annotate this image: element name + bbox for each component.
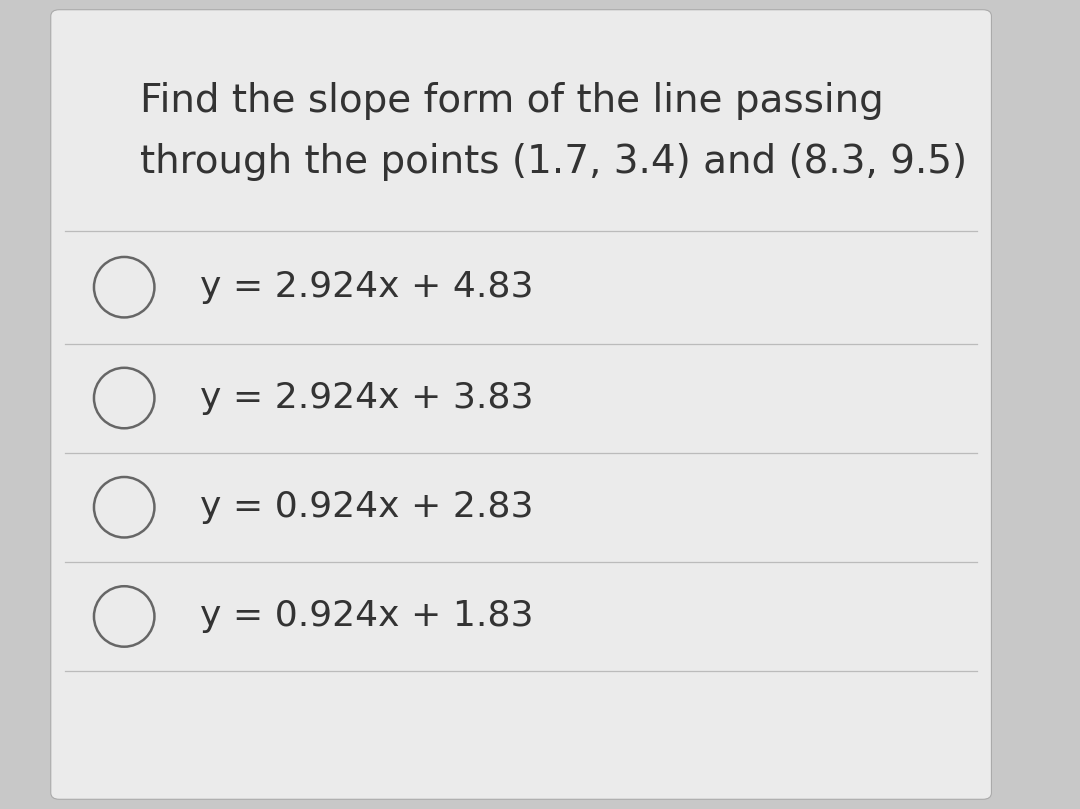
Text: y = 2.924x + 4.83: y = 2.924x + 4.83 xyxy=(200,270,534,304)
Text: y = 0.924x + 2.83: y = 0.924x + 2.83 xyxy=(200,490,534,524)
FancyBboxPatch shape xyxy=(51,10,991,799)
Text: Find the slope form of the line passing: Find the slope form of the line passing xyxy=(140,83,885,120)
Text: y = 0.924x + 1.83: y = 0.924x + 1.83 xyxy=(200,599,534,633)
Text: through the points (1.7, 3.4) and (8.3, 9.5): through the points (1.7, 3.4) and (8.3, … xyxy=(140,143,968,180)
Text: y = 2.924x + 3.83: y = 2.924x + 3.83 xyxy=(200,381,534,415)
